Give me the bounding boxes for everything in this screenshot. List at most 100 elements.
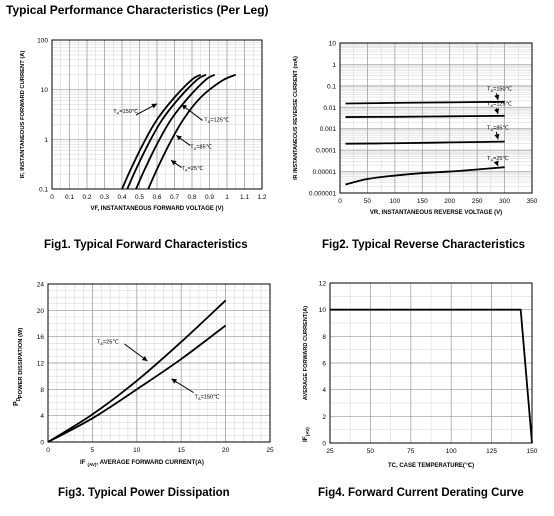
fig2-arrow-25-head bbox=[493, 160, 499, 167]
fig1-x-tick-label: 0.8 bbox=[187, 194, 196, 201]
fig4-y-tick-label: 2 bbox=[322, 414, 326, 421]
fig1-x-tick-label: 0.4 bbox=[117, 194, 126, 201]
fig2-arrow-150-head bbox=[494, 94, 500, 100]
fig2-x-tick-label: 350 bbox=[527, 198, 538, 205]
fig3-x-tick-label: 10 bbox=[133, 447, 141, 454]
fig3-x-tick-label: 5 bbox=[91, 447, 95, 454]
fig3-y-symbol: PD bbox=[13, 397, 22, 406]
fig3-y-tick-label: 8 bbox=[40, 387, 44, 394]
fig2-series-label-1: TA=125℃ bbox=[487, 101, 512, 109]
fig2-series-label-0: TA=150℃ bbox=[487, 86, 512, 94]
fig1-arrow-85-head bbox=[176, 135, 182, 141]
fig2-caption: Fig2. Typical Reverse Characteristics bbox=[322, 239, 526, 251]
fig3-frame bbox=[47, 283, 271, 443]
fig2-y-tick-label: 0.01 bbox=[323, 105, 336, 112]
fig2-series-1 bbox=[345, 114, 505, 118]
fig1-x-tick-label: 1.2 bbox=[257, 194, 266, 201]
fig1-x-tick-label: 1.1 bbox=[240, 194, 249, 201]
fig3-y-tick-label: 0 bbox=[40, 440, 44, 447]
fig1-y-axis-title: IF, INSTANTANEOUS FORWARD CURRENT (A) bbox=[20, 51, 26, 179]
fig1-caption: Fig1. Typical Forward Characteristics bbox=[44, 239, 248, 251]
fig4-caption: Fig4. Forward Current Derating Curve bbox=[318, 487, 524, 499]
fig3-x-tick-label: 25 bbox=[266, 447, 274, 454]
fig1-x-tick-label: 0.6 bbox=[152, 194, 161, 201]
fig1-x-tick-label: 0.7 bbox=[170, 194, 179, 201]
fig3-series-1 bbox=[47, 324, 227, 443]
fig3-y-tick-label: 16 bbox=[37, 334, 45, 341]
fig4-y-tick-label: 4 bbox=[322, 387, 326, 394]
fig2-series-label-2: TA=85℃ bbox=[487, 125, 509, 133]
fig1-x-tick-label: 0.9 bbox=[205, 194, 214, 201]
fig1-arrow-125-head bbox=[181, 104, 188, 110]
fig1-x-axis-title: VF, INSTANTANEOUS FORWARD VOLTAGE (V) bbox=[90, 206, 223, 212]
fig3-arrow-25-head bbox=[141, 355, 148, 362]
fig4-y-tick-label: 6 bbox=[322, 361, 326, 368]
fig1-series-2 bbox=[135, 73, 216, 190]
fig2-y-axis-title: IR INSTANTANEOUS REVERSE CURRENT (mA) bbox=[293, 56, 299, 180]
fig1-x-tick-label: 0 bbox=[50, 194, 54, 201]
fig1-arrow-150-head bbox=[151, 103, 157, 109]
fig2-x-tick-label: 150 bbox=[417, 198, 428, 205]
fig2-x-tick-label: 250 bbox=[472, 198, 483, 205]
fig4-y-tick-label: 10 bbox=[319, 307, 327, 314]
fig1-y-tick-label: 10 bbox=[41, 87, 49, 94]
fig4-y-tick-label: 8 bbox=[322, 334, 326, 341]
fig3-caption: Fig3. Typical Power Dissipation bbox=[58, 487, 230, 499]
fig2-y-tick-label: 0.0001 bbox=[316, 148, 336, 155]
fig1-series-0 bbox=[121, 73, 202, 190]
fig1-series-label-1: TA=125℃ bbox=[204, 116, 229, 124]
fig2-y-tick-label: 10 bbox=[329, 41, 337, 48]
fig1-series-1 bbox=[126, 73, 207, 190]
fig2-x-tick-label: 200 bbox=[444, 198, 455, 205]
fig2-x-tick-label: 100 bbox=[389, 198, 400, 205]
fig1-y-tick-label: 1 bbox=[44, 137, 48, 144]
fig2-arrow-125-head bbox=[494, 108, 500, 114]
fig3-x-tick-label: 0 bbox=[46, 447, 50, 454]
fig2-x-tick-label: 300 bbox=[499, 198, 510, 205]
page-title: Typical Performance Characteristics (Per… bbox=[6, 3, 269, 17]
fig1-y-tick-label: 0.1 bbox=[39, 187, 48, 194]
fig3-arrow-150-head bbox=[171, 378, 178, 384]
fig2-x-axis-title: VR, INSTANTANEOUS REVERSE VOLTAGE (V) bbox=[370, 210, 502, 216]
fig3-y-tick-label: 12 bbox=[37, 361, 45, 368]
fig1-arrow-25-head bbox=[171, 160, 177, 166]
fig2-x-tick-label: 0 bbox=[338, 198, 342, 205]
fig1-series-label-2: TA=85℃ bbox=[190, 144, 212, 152]
fig1-x-tick-label: 0.1 bbox=[65, 194, 74, 201]
fig3-x-axis-title: IF (AV), AVERAGE FORWARD CURRENT(A) bbox=[80, 459, 204, 467]
fig4-y-tick-label: 12 bbox=[319, 281, 327, 288]
fig2-y-tick-label: 0.00001 bbox=[313, 169, 337, 176]
fig2-frame bbox=[339, 42, 533, 194]
fig2-y-tick-label: 0.1 bbox=[327, 83, 336, 90]
fig3-series-0 bbox=[47, 299, 227, 443]
fig2-series-label-3: TA=25℃ bbox=[487, 155, 509, 163]
fig3-y-tick-label: 4 bbox=[40, 413, 44, 420]
fig1-x-tick-label: 0.3 bbox=[100, 194, 109, 201]
fig3-x-tick-label: 20 bbox=[222, 447, 230, 454]
fig2-series-0 bbox=[345, 100, 505, 105]
fig1-x-tick-label: 0.5 bbox=[135, 194, 144, 201]
fig4-y-axis-title: AVERAGE FORWARD CURRENT(A) bbox=[303, 306, 309, 400]
fig1-series-label-0: TA=150℃ bbox=[113, 108, 138, 116]
fig4-x-tick-label: 50 bbox=[367, 448, 375, 455]
fig4-series-0 bbox=[330, 308, 533, 444]
fig4-x-tick-label: 75 bbox=[407, 448, 415, 455]
fig3-series-label-1: TA=150℃ bbox=[195, 394, 220, 402]
fig3-x-tick-label: 15 bbox=[178, 447, 186, 454]
fig2-series-3 bbox=[345, 166, 505, 186]
fig2-y-tick-label: 1 bbox=[332, 62, 336, 69]
fig2-arrow-85-head bbox=[494, 133, 500, 140]
fig4-x-tick-label: 125 bbox=[486, 448, 497, 455]
fig4-x-axis-title: TC, CASE TEMPERATURE(℃) bbox=[388, 462, 474, 469]
fig3-y-tick-label: 20 bbox=[37, 308, 45, 315]
fig1-series-label-3: TA=25℃ bbox=[182, 165, 204, 173]
fig1-frame bbox=[51, 39, 263, 190]
fig4-x-tick-label: 100 bbox=[446, 448, 457, 455]
fig4-x-tick-label: 25 bbox=[326, 448, 334, 455]
fig2-x-tick-label: 50 bbox=[364, 198, 372, 205]
fig3-y-axis-title: POWER DISSIPATION (W) bbox=[18, 328, 24, 399]
fig1-x-tick-label: 1 bbox=[225, 194, 229, 201]
fig4-y-tick-label: 0 bbox=[322, 441, 326, 448]
fig3-series-label-0: TA=25℃ bbox=[97, 338, 119, 346]
fig1-y-tick-label: 100 bbox=[37, 38, 48, 45]
